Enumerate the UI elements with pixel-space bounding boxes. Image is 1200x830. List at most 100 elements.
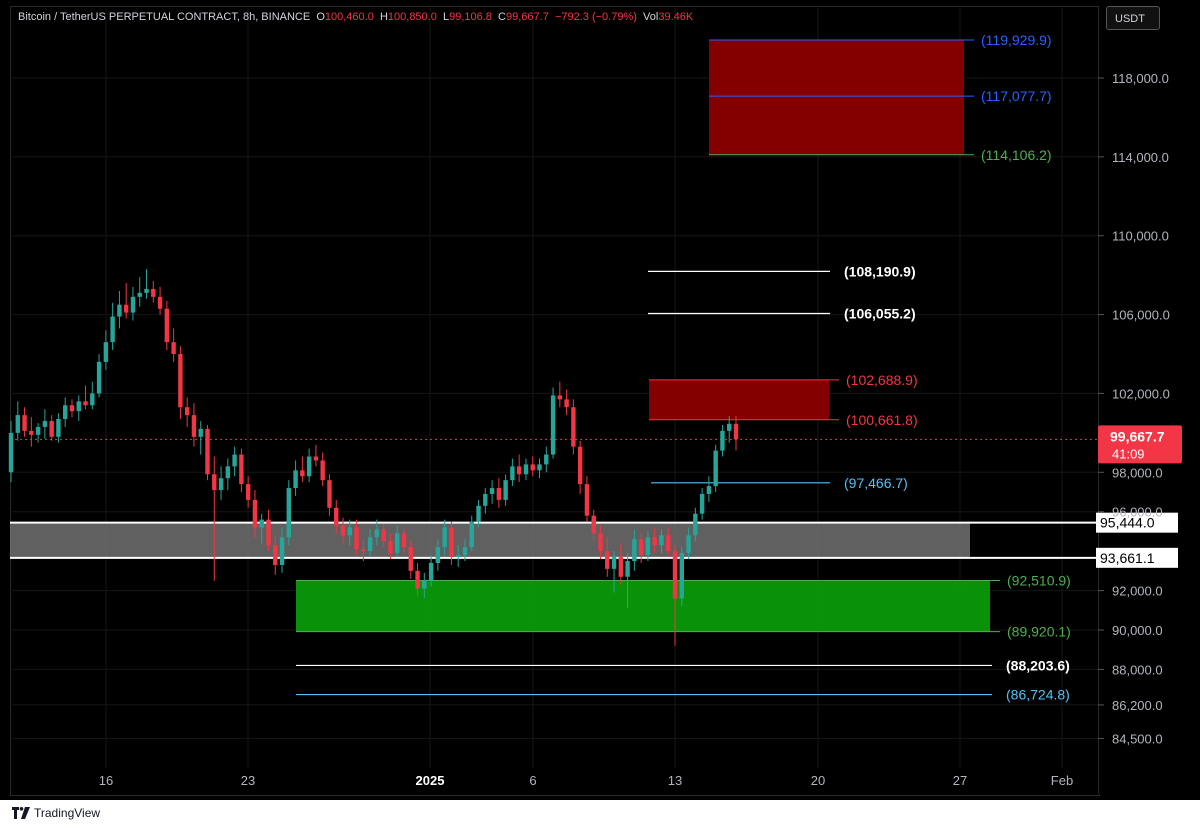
x-tick-label: Feb [1051, 773, 1073, 788]
level-label: (88,203.6) [1006, 657, 1070, 673]
candle-body [8, 432, 14, 473]
candle-body [69, 405, 75, 412]
price-tag-label: 95,444.0 [1100, 515, 1155, 531]
open-label: O [316, 11, 325, 23]
candle-body [232, 454, 237, 467]
candle-body [49, 421, 54, 437]
candle-body [144, 288, 149, 293]
candle-body [178, 354, 183, 408]
candle-body [638, 539, 644, 556]
candle-body [462, 547, 468, 556]
price-tag-label: 93,661.1 [1100, 550, 1155, 566]
high-label: H [379, 11, 388, 23]
candle-body [117, 304, 122, 317]
candle-body [455, 555, 461, 558]
candle-body [218, 478, 224, 491]
candle-body [15, 415, 20, 433]
current-price-tag [1098, 425, 1182, 464]
candle-body [123, 304, 129, 313]
candle-body [557, 395, 563, 400]
candle-body [273, 545, 278, 565]
candle-body [22, 415, 27, 431]
candle-body [489, 488, 495, 494]
open-value: 100,460.0 [324, 11, 374, 23]
candle-body [279, 537, 285, 565]
candle-body [42, 421, 48, 427]
candle-body [354, 527, 359, 550]
candle-body [645, 537, 651, 556]
level-label: (86,724.8) [1006, 687, 1070, 703]
level-label: (106,055.2) [844, 305, 916, 321]
candle-body [564, 399, 569, 408]
support-zone [296, 580, 990, 632]
candle-body [584, 484, 590, 516]
x-tick-label: 27 [953, 773, 967, 788]
x-tick-label: 13 [668, 773, 682, 788]
zone-level-label: (117,077.7) [981, 88, 1052, 104]
zone-level-label: (100,661.8) [846, 412, 918, 428]
candle-body [212, 474, 217, 491]
candle-body [103, 342, 109, 362]
candle-body [306, 456, 312, 477]
candle-body [361, 549, 366, 552]
candle-body [266, 519, 271, 546]
candle-body [239, 454, 244, 485]
candle-body [110, 316, 115, 343]
candle-body [191, 415, 197, 437]
candle-body [395, 533, 400, 554]
line-layer [10, 270, 1098, 696]
candle-body [720, 430, 725, 451]
candle-body [503, 480, 508, 500]
zone-level-label: (89,920.1) [1007, 624, 1071, 640]
candle-body [469, 521, 474, 548]
candle-body [523, 464, 529, 475]
y-tick-label: 98,000.0 [1112, 465, 1163, 480]
candle-body [618, 557, 624, 577]
candle-body [476, 505, 481, 522]
close-value: 99,667.7 [506, 11, 549, 23]
candle-body [29, 430, 34, 435]
x-tick-label: 6 [529, 773, 536, 788]
candle-body [367, 537, 373, 552]
candle-body [632, 539, 637, 561]
candle-body [537, 464, 542, 471]
y-tick-label: 118,000.0 [1112, 71, 1169, 86]
candle-body [300, 470, 305, 477]
candle-body [666, 535, 671, 552]
candle-body [550, 395, 556, 455]
chart-svg: (119,929.9) (117,077.7) (114,106.2) (102,68… [8, 6, 1182, 788]
zone-level-label: (114,106.2) [981, 147, 1052, 163]
candle-body [415, 570, 420, 589]
tradingview-icon [12, 807, 30, 819]
candle-body [83, 401, 88, 406]
level-label: (108,190.9) [844, 263, 916, 279]
candle-body [733, 423, 739, 440]
symbol-legend[interactable]: Bitcoin / TetherUS PERPETUAL CONTRACT, 8… [18, 11, 693, 23]
footer-bar [0, 800, 1200, 830]
candle-body [293, 470, 298, 489]
y-tick-label: 102,000.0 [1112, 386, 1170, 401]
price-axis[interactable] [1098, 6, 1195, 794]
x-tick-label: 23 [241, 773, 255, 788]
candle-body [157, 296, 163, 309]
zone-level-label: (119,929.9) [981, 32, 1052, 48]
low-label: L [442, 11, 450, 23]
candle-body [198, 428, 203, 437]
candle-body [577, 446, 583, 485]
candle-body [151, 288, 156, 297]
upper-resistance-zone [709, 39, 964, 155]
current-price-label: 99,667.7 [1110, 428, 1165, 444]
candle-body [130, 296, 136, 313]
candle-body [347, 527, 352, 536]
tradingview-logo[interactable]: TradingView [12, 806, 100, 820]
candle-body [699, 493, 705, 514]
currency-button[interactable]: USDT [1106, 6, 1160, 30]
axis-layer: 16 23 2025 6 13 20 27 Feb 84,500.0 86,200.0 88,000… [99, 71, 1170, 788]
low-value: 99,106.8 [449, 11, 492, 23]
y-tick-label: 88,000.0 [1112, 662, 1163, 677]
candle-body [435, 547, 441, 563]
candle-body [544, 454, 549, 465]
countdown-label: 41:09 [1112, 446, 1145, 461]
price-tag-box [1096, 547, 1178, 568]
